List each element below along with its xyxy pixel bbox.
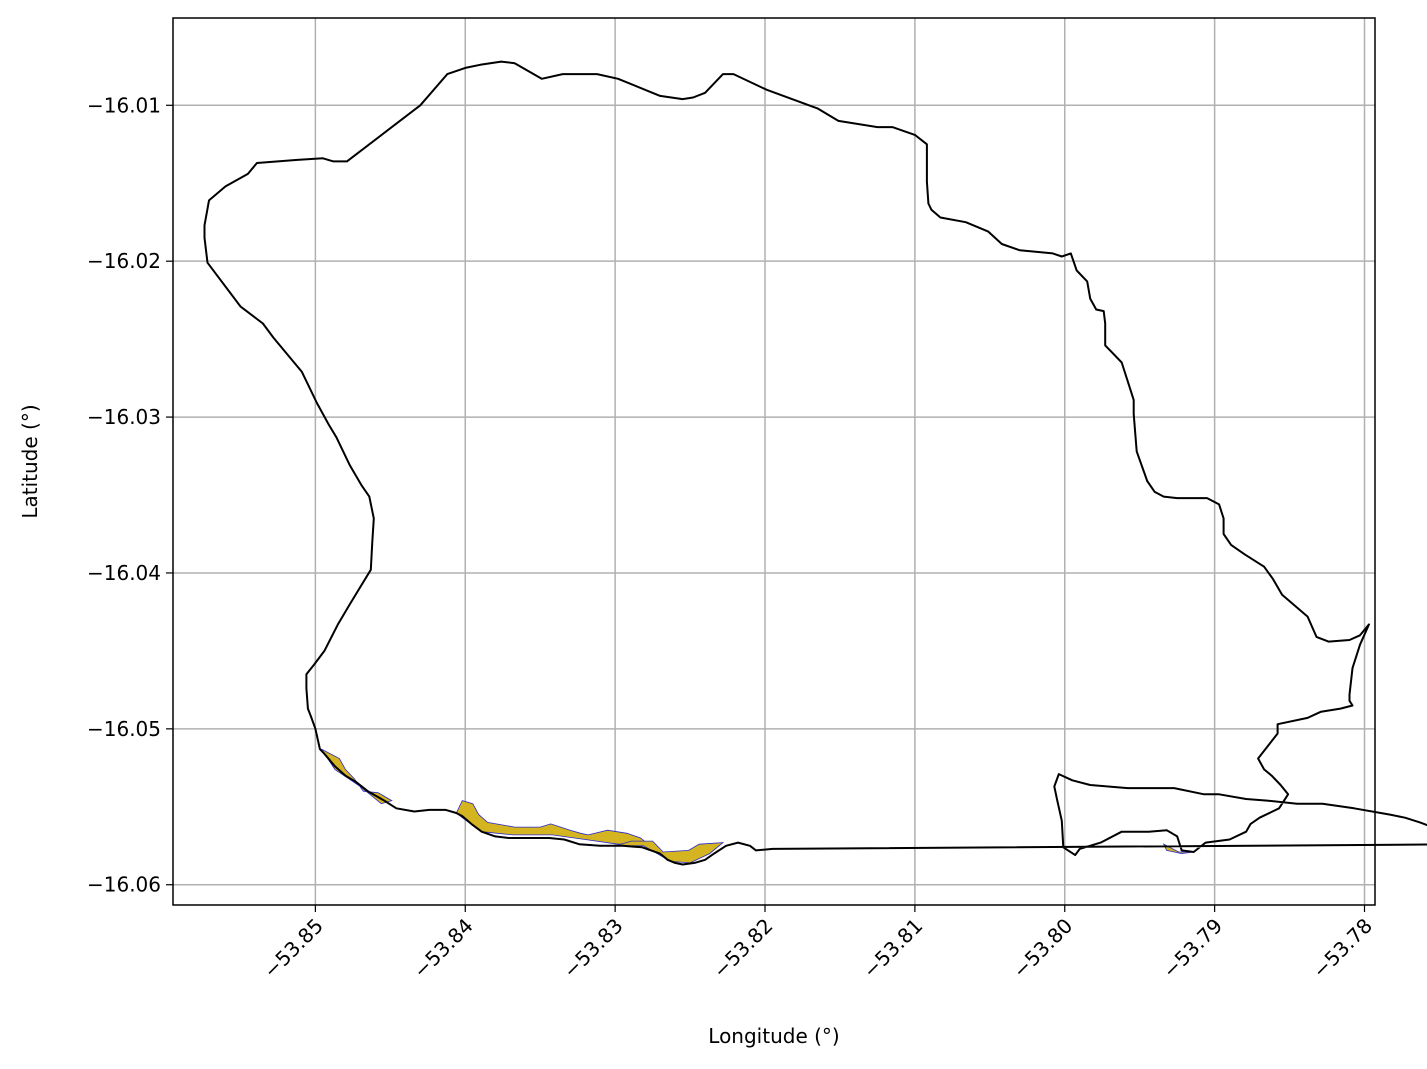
y-axis-label: Latitude (°): [18, 404, 42, 518]
x-tick-label: −53.82: [708, 914, 777, 983]
x-tick-label: −53.83: [558, 914, 627, 983]
y-tick-label: −16.02: [87, 249, 161, 273]
y-axis-ticks: −16.01 −16.02 −16.03 −16.04 −16.05 −16.06: [87, 93, 173, 897]
x-tick-label: −53.85: [259, 914, 328, 983]
x-tick-label: −53.81: [858, 914, 927, 983]
filled-regions: [321, 748, 1194, 864]
x-tick-label: −53.78: [1308, 914, 1377, 983]
grid-lines: [173, 18, 1375, 905]
y-tick-label: −16.01: [87, 93, 161, 117]
x-axis-ticks: −53.85 −53.84 −53.83 −53.82 −53.81 −53.80 −53.…: [259, 905, 1377, 983]
filled-region: [455, 800, 650, 845]
y-tick-label: −16.06: [87, 873, 161, 897]
y-tick-label: −16.04: [87, 561, 161, 585]
plot-area-frame: [172, 17, 1376, 906]
filled-region: [1162, 843, 1194, 855]
x-tick-label: −53.80: [1008, 914, 1077, 983]
boundary-outline: [203, 60, 1427, 866]
boundary-line: [203, 60, 1427, 866]
y-tick-label: −16.05: [87, 717, 161, 741]
x-axis-label: Longitude (°): [708, 1024, 839, 1048]
x-tick-label: −53.84: [408, 914, 477, 983]
y-tick-label: −16.03: [87, 405, 161, 429]
filled-region: [321, 748, 393, 805]
x-tick-label: −53.79: [1158, 914, 1227, 983]
